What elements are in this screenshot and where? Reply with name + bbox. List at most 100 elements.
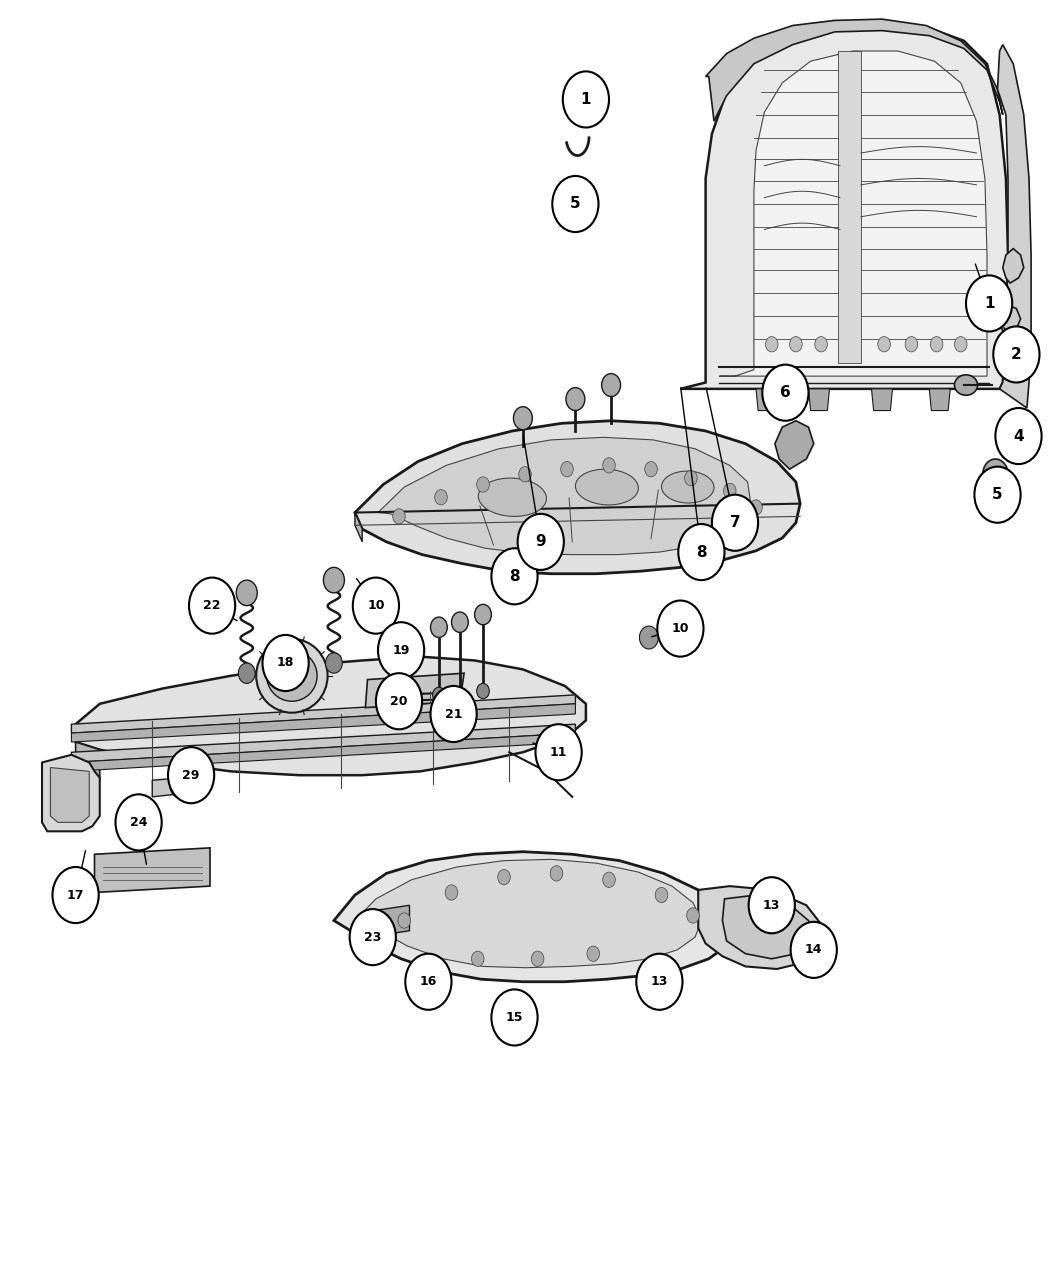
Ellipse shape	[954, 375, 978, 395]
Text: 13: 13	[651, 975, 668, 988]
Circle shape	[723, 483, 736, 499]
Circle shape	[966, 275, 1012, 332]
Text: 8: 8	[509, 569, 520, 584]
Polygon shape	[719, 51, 987, 376]
Circle shape	[518, 514, 564, 570]
Circle shape	[815, 337, 827, 352]
Circle shape	[749, 877, 795, 933]
Circle shape	[603, 458, 615, 473]
Circle shape	[454, 687, 466, 703]
Polygon shape	[152, 775, 210, 797]
Text: 16: 16	[420, 975, 437, 988]
Circle shape	[238, 663, 255, 683]
Circle shape	[435, 490, 447, 505]
Polygon shape	[775, 421, 814, 469]
Circle shape	[378, 622, 424, 678]
Polygon shape	[808, 389, 830, 411]
Text: 21: 21	[445, 708, 462, 720]
Circle shape	[983, 459, 1008, 490]
Text: 8: 8	[696, 544, 707, 560]
Ellipse shape	[267, 650, 317, 701]
Circle shape	[790, 337, 802, 352]
Circle shape	[430, 617, 447, 638]
Circle shape	[636, 954, 682, 1010]
Text: 20: 20	[391, 695, 407, 708]
Polygon shape	[71, 724, 575, 762]
Circle shape	[323, 567, 344, 593]
Circle shape	[993, 326, 1040, 382]
Circle shape	[477, 477, 489, 492]
Circle shape	[393, 509, 405, 524]
Text: 9: 9	[536, 534, 546, 550]
Circle shape	[563, 71, 609, 128]
Text: 6: 6	[780, 385, 791, 400]
Circle shape	[791, 922, 837, 978]
Polygon shape	[698, 886, 824, 969]
Text: 1: 1	[984, 296, 994, 311]
Circle shape	[491, 989, 538, 1046]
Text: 17: 17	[67, 889, 84, 901]
Ellipse shape	[479, 478, 546, 516]
Polygon shape	[722, 895, 811, 959]
Ellipse shape	[575, 469, 638, 505]
Circle shape	[236, 580, 257, 606]
Circle shape	[995, 408, 1042, 464]
Text: 23: 23	[364, 931, 381, 944]
Circle shape	[513, 407, 532, 430]
Polygon shape	[378, 437, 751, 555]
Polygon shape	[756, 389, 777, 411]
Text: 22: 22	[204, 599, 220, 612]
Polygon shape	[1000, 306, 1021, 334]
Text: 11: 11	[550, 746, 567, 759]
Circle shape	[712, 495, 758, 551]
Circle shape	[587, 946, 600, 961]
Circle shape	[1006, 411, 1027, 436]
Polygon shape	[365, 673, 464, 708]
Text: 14: 14	[805, 944, 822, 956]
Text: 4: 4	[1013, 428, 1024, 444]
Text: 7: 7	[730, 515, 740, 530]
Circle shape	[657, 601, 704, 657]
Circle shape	[678, 524, 724, 580]
Circle shape	[262, 635, 309, 691]
Circle shape	[655, 887, 668, 903]
Circle shape	[536, 724, 582, 780]
Circle shape	[603, 872, 615, 887]
Circle shape	[519, 467, 531, 482]
Circle shape	[602, 374, 621, 397]
Text: 18: 18	[277, 657, 294, 669]
Circle shape	[645, 462, 657, 477]
Polygon shape	[355, 421, 800, 574]
Circle shape	[531, 951, 544, 966]
Circle shape	[326, 653, 342, 673]
Polygon shape	[998, 45, 1031, 408]
Circle shape	[905, 337, 918, 352]
Text: 13: 13	[763, 899, 780, 912]
Text: 2: 2	[1011, 347, 1022, 362]
Text: 10: 10	[672, 622, 689, 635]
Circle shape	[550, 866, 563, 881]
Polygon shape	[334, 852, 733, 982]
Circle shape	[471, 951, 484, 966]
Polygon shape	[76, 657, 586, 775]
Circle shape	[52, 867, 99, 923]
Text: 5: 5	[570, 196, 581, 212]
Circle shape	[189, 578, 235, 634]
Polygon shape	[368, 905, 410, 937]
Circle shape	[552, 176, 598, 232]
Text: 24: 24	[130, 816, 147, 829]
Circle shape	[376, 673, 422, 729]
Polygon shape	[76, 742, 100, 780]
Circle shape	[475, 604, 491, 625]
Polygon shape	[94, 848, 210, 892]
Polygon shape	[42, 755, 100, 831]
Text: 10: 10	[368, 599, 384, 612]
Circle shape	[405, 954, 452, 1010]
Circle shape	[639, 626, 658, 649]
Text: 19: 19	[393, 644, 410, 657]
Circle shape	[930, 337, 943, 352]
Circle shape	[491, 548, 538, 604]
Polygon shape	[872, 389, 892, 411]
Circle shape	[762, 365, 808, 421]
Circle shape	[498, 870, 510, 885]
